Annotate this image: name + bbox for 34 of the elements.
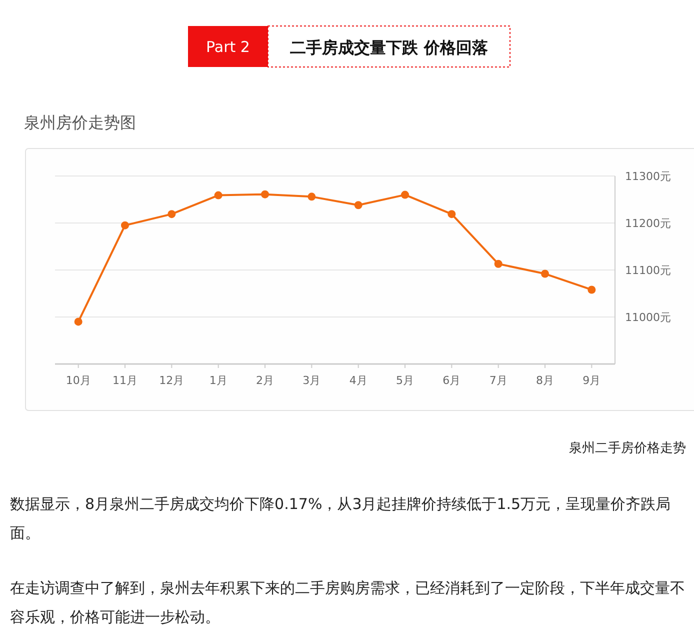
x-tick-label: 2月 <box>256 374 274 387</box>
x-tick-label: 5月 <box>396 374 414 387</box>
y-tick-label: 11200元 <box>625 217 671 230</box>
point <box>588 286 596 294</box>
point <box>261 190 269 198</box>
text: 数据显示，8月泉州二手房成交均价下降0.17%，从3月起挂牌价持续低于1.5万元，呈现量价齐跌局面。 <box>10 494 672 544</box>
x-tick-label: 9月 <box>582 374 601 387</box>
x-tick-label: 12月 <box>159 374 184 387</box>
y-tick-label: 11100元 <box>625 264 671 277</box>
x-tick-label: 10月 <box>66 374 91 387</box>
point <box>121 221 129 230</box>
text: Part 2 <box>206 38 250 56</box>
point <box>214 191 222 200</box>
y-tick-label: 11000元 <box>625 311 671 324</box>
x-tick-label: 3月 <box>302 374 321 387</box>
point <box>494 260 502 268</box>
x-tick-label: 11月 <box>112 374 138 387</box>
text: 在走访调查中了解到，泉州去年积累下来的二手房购房需求，已经消耗到了一定阶段，下半年成交量不容乐观，价格可能进一步松动。 <box>10 578 686 628</box>
text: 泉州二手房价格走势 <box>569 440 686 456</box>
x-tick-label: 8月 <box>536 374 554 387</box>
x-tick-label: 6月 <box>442 374 461 387</box>
point <box>168 210 176 218</box>
x-tick-label: 7月 <box>489 374 508 387</box>
point <box>448 210 456 218</box>
y-tick-label: 11300元 <box>625 170 671 183</box>
chart-title: 泉州房价走势图 <box>24 113 136 132</box>
point <box>401 190 409 199</box>
text: 二手房成交量下跌 价格回落 <box>290 38 488 57</box>
point <box>541 270 549 278</box>
x-tick-label: 4月 <box>349 374 368 387</box>
point <box>74 318 82 326</box>
point <box>354 201 362 210</box>
point <box>308 192 316 201</box>
x-tick-label: 1月 <box>209 374 228 387</box>
